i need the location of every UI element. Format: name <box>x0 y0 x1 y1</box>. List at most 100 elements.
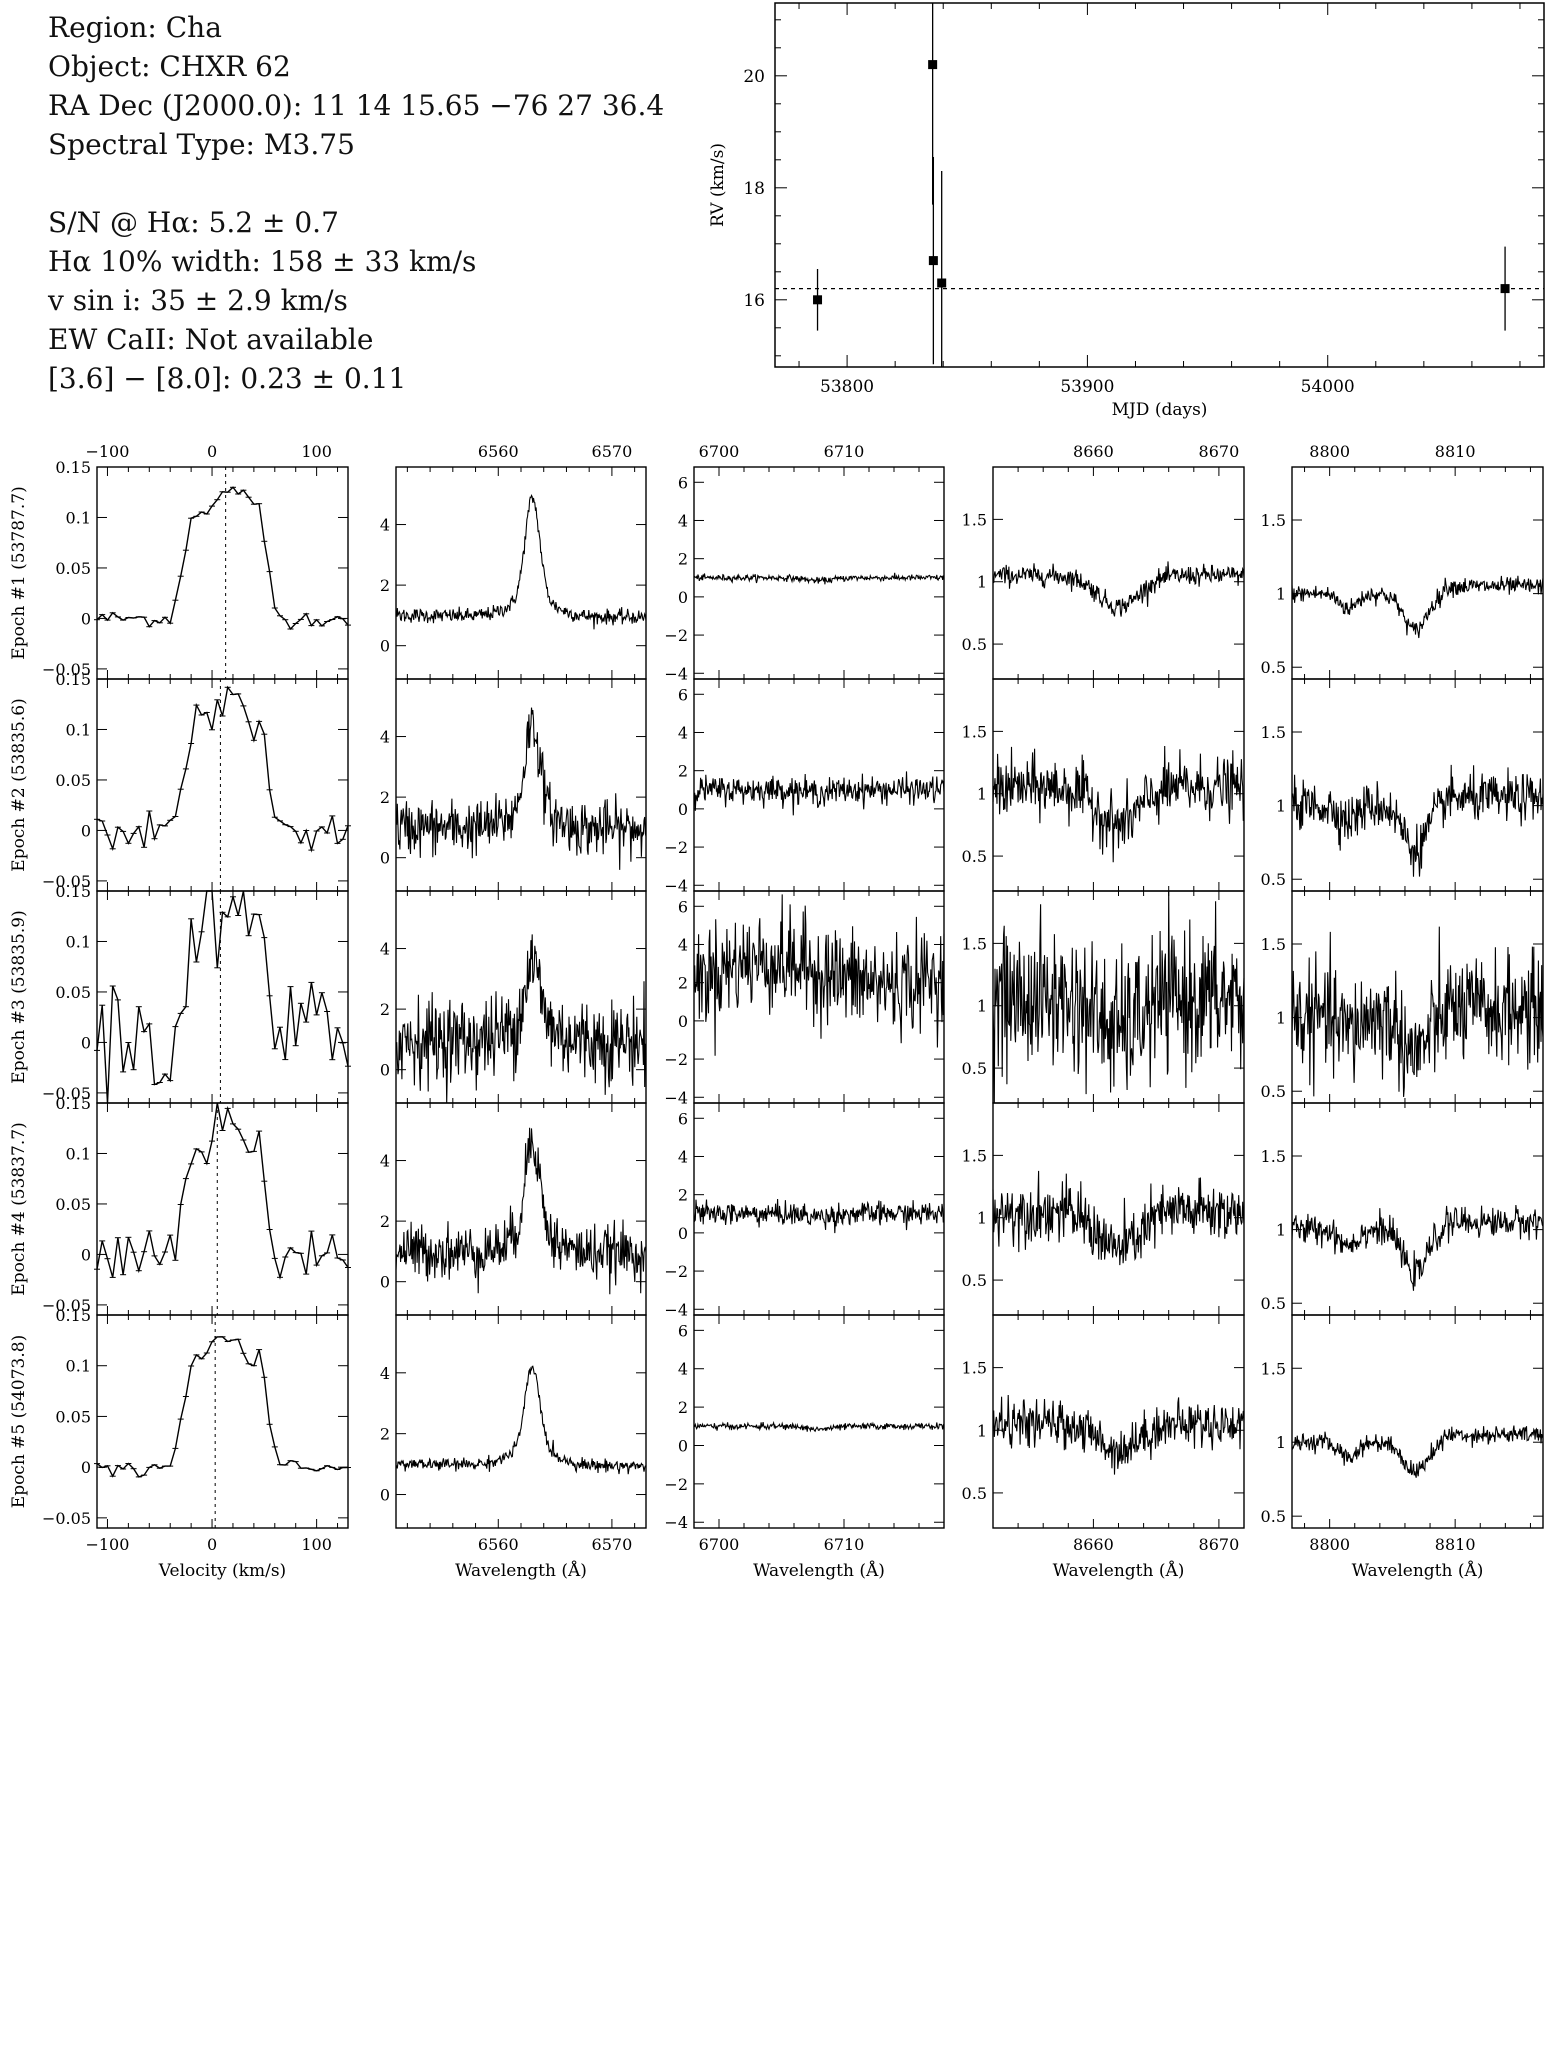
spectrum-line <box>693 771 945 816</box>
top-x-tick-label: 8800 <box>1309 442 1350 461</box>
panel-y-tick-label: 0.5 <box>1261 658 1286 677</box>
panel-y-tick-label: 0.05 <box>55 559 91 578</box>
column-axis: −100 −100 0 0 100 100 Velocity (km/s) <box>85 442 331 1581</box>
spectrum-panel: 0.5 1 1.5 <box>962 890 1245 1104</box>
vsini-label: v sin i: 35 ± 2.9 km/s <box>48 284 348 317</box>
top-x-tick-label: 8670 <box>1199 442 1240 461</box>
spectrum-line <box>96 890 349 1104</box>
panel-y-tick-label: 0.1 <box>66 720 91 739</box>
rv-point <box>928 256 938 266</box>
panel-y-tick-label: −0.05 <box>42 1084 91 1103</box>
x-axis-label: Velocity (km/s) <box>158 1561 286 1581</box>
top-x-tick-label: 6560 <box>478 442 519 461</box>
panel-y-tick-label: −0.05 <box>42 872 91 891</box>
spectrum-panel: −4 −2 0 2 4 6 <box>664 1102 945 1319</box>
panel-y-tick-label: 1 <box>977 1209 987 1228</box>
rv-point <box>813 295 823 305</box>
spectrum-panel: −4 −2 0 2 4 6 <box>664 1314 945 1532</box>
panel-y-tick-label: 0 <box>81 1033 91 1052</box>
spectrum-panel: −4 −2 0 2 4 6 <box>664 890 945 1107</box>
panel-frame <box>693 466 945 680</box>
spectrum-panel: 0 2 4 <box>380 466 647 680</box>
halpha-width-label: Hα 10% width: 158 ± 33 km/s <box>48 245 477 278</box>
bottom-x-tick-label: 8800 <box>1309 1535 1350 1554</box>
epoch-label: Epoch #3 (53835.9) <box>9 910 29 1083</box>
rv-x-tick-label: 54000 <box>1301 377 1355 397</box>
panel-frame <box>96 1314 349 1529</box>
panel-y-tick-label: 6 <box>678 1321 688 1340</box>
x-axis-label: Wavelength (Å) <box>753 1560 885 1581</box>
panel-frame <box>1291 678 1544 892</box>
panel-y-tick-label: −4 <box>664 1088 688 1107</box>
panel-y-tick-label: 1.5 <box>962 510 987 529</box>
panel-y-tick-label: −4 <box>664 876 688 895</box>
panel-y-tick-label: 0 <box>678 1224 688 1243</box>
column-axis: 6700 6700 6710 6710 Wavelength (Å) <box>699 442 885 1581</box>
epoch-row: Epoch #5 (54073.8)−0.0500.050.10.15024−4… <box>9 1306 1544 1532</box>
bottom-x-tick-label: 6560 <box>478 1535 519 1554</box>
bottom-x-tick-label: 6570 <box>592 1535 633 1554</box>
panel-y-tick-label: 4 <box>678 1147 688 1166</box>
panel-y-tick-label: 1.5 <box>962 1359 987 1378</box>
bottom-x-tick-label: 6700 <box>699 1535 740 1554</box>
bottom-x-tick-label: 8670 <box>1199 1535 1240 1554</box>
spectrum-line <box>1291 764 1544 877</box>
spectrum-panel: −0.05 0 0.05 0.1 0.15 <box>42 882 351 1104</box>
panel-y-tick-label: 0.05 <box>55 771 91 790</box>
epoch-row: Epoch #2 (53835.6)−0.0500.050.10.15024−4… <box>9 670 1544 895</box>
panel-frame <box>395 678 647 892</box>
panel-y-tick-label: 0.1 <box>66 932 91 951</box>
panel-y-tick-label: 0.15 <box>55 1094 91 1113</box>
panel-y-tick-label: 1 <box>977 997 987 1016</box>
epoch-label: Epoch #1 (53787.7) <box>9 486 29 659</box>
panel-y-tick-label: 0.05 <box>55 1407 91 1426</box>
panel-y-tick-label: −2 <box>664 1050 688 1069</box>
top-x-tick-label: 8810 <box>1435 442 1476 461</box>
panel-y-tick-label: 4 <box>678 935 688 954</box>
panel-y-tick-label: −0.05 <box>42 1296 91 1315</box>
column-axis: 6560 6560 6570 6570 Wavelength (Å) <box>455 442 632 1581</box>
spectrum-line <box>96 486 349 631</box>
panel-y-tick-label: 0 <box>678 588 688 607</box>
panel-y-tick-label: 0 <box>380 1061 390 1080</box>
rv-y-tick-label: 20 <box>743 67 765 87</box>
spectrum-panel: 0.5 1 1.5 <box>1261 678 1544 892</box>
epoch-label: Epoch #4 (53837.7) <box>9 1122 29 1295</box>
spectrum-panel: −0.05 0 0.05 0.1 0.15 <box>42 1094 351 1316</box>
panel-y-tick-label: −0.05 <box>42 1509 91 1528</box>
panel-y-tick-label: 6 <box>678 473 688 492</box>
panel-y-tick-label: 0 <box>81 821 91 840</box>
panel-y-tick-label: 1.5 <box>962 722 987 741</box>
panel-y-tick-label: 1.5 <box>1261 511 1286 530</box>
panel-y-tick-label: 1 <box>1276 585 1286 604</box>
spectrum-line <box>395 934 647 1104</box>
panel-y-tick-label: 6 <box>678 685 688 704</box>
epoch-label: Epoch #2 (53835.6) <box>9 698 29 871</box>
panel-y-tick-label: 4 <box>678 1360 688 1379</box>
panel-y-tick-label: −2 <box>664 1475 688 1494</box>
panel-y-tick-label: 1 <box>977 573 987 592</box>
panel-y-tick-label: 2 <box>380 576 390 595</box>
bottom-x-tick-label: 0 <box>207 1535 217 1554</box>
panel-y-tick-label: 2 <box>678 974 688 993</box>
spectrum-line <box>992 1394 1245 1475</box>
panel-y-tick-label: 0.5 <box>962 1484 987 1503</box>
spectrum-line <box>395 1365 647 1475</box>
spectrum-panel: 0 2 4 <box>380 890 647 1104</box>
spectrum-line <box>1291 1425 1544 1478</box>
panel-y-tick-label: 0.05 <box>55 983 91 1002</box>
spectrum-panel: −4 −2 0 2 4 6 <box>664 466 945 683</box>
ewcaii-label: EW CaII: Not available <box>48 323 374 356</box>
epoch-row: Epoch #3 (53835.9)−0.0500.050.10.15024−4… <box>9 882 1544 1107</box>
spectrum-panel: −4 −2 0 2 4 6 <box>664 678 945 895</box>
panel-y-tick-label: 1.5 <box>1261 1147 1286 1166</box>
top-x-tick-label: 6710 <box>824 442 865 461</box>
spectrum-panel: 0.5 1 1.5 <box>1261 466 1544 680</box>
panel-y-tick-label: 2 <box>678 762 688 781</box>
rv-point <box>928 60 938 70</box>
spectrum-line <box>693 1420 945 1433</box>
spectrum-panel: 0 2 4 <box>380 1102 647 1316</box>
spectrum-line <box>1291 926 1544 1097</box>
panel-y-tick-label: −4 <box>664 664 688 683</box>
